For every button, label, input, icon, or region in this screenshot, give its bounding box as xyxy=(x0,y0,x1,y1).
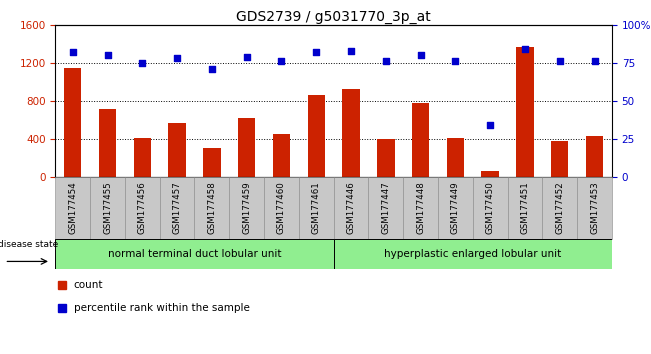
Text: GSM177461: GSM177461 xyxy=(312,182,321,234)
Text: GSM177449: GSM177449 xyxy=(451,182,460,234)
Text: GSM177455: GSM177455 xyxy=(103,182,112,234)
Text: GSM177454: GSM177454 xyxy=(68,182,77,234)
Point xyxy=(519,46,530,52)
Text: GSM177447: GSM177447 xyxy=(381,182,391,234)
Bar xyxy=(482,171,499,177)
Text: GSM177459: GSM177459 xyxy=(242,182,251,234)
Point xyxy=(381,58,391,64)
Point xyxy=(415,52,426,58)
Bar xyxy=(229,177,264,239)
Text: GSM177451: GSM177451 xyxy=(520,182,529,234)
Bar xyxy=(307,95,325,177)
Bar xyxy=(333,239,612,269)
Bar xyxy=(55,239,333,269)
Text: GSM177450: GSM177450 xyxy=(486,182,495,234)
Bar xyxy=(447,138,464,177)
Bar xyxy=(412,103,429,177)
Text: GSM177458: GSM177458 xyxy=(208,182,216,234)
Bar xyxy=(64,68,81,177)
Text: GSM177448: GSM177448 xyxy=(416,182,425,234)
Bar xyxy=(264,177,299,239)
Bar xyxy=(299,177,333,239)
Bar xyxy=(159,177,195,239)
Bar xyxy=(169,123,186,177)
Text: count: count xyxy=(74,280,104,291)
Text: GSM177453: GSM177453 xyxy=(590,182,599,234)
Point xyxy=(485,122,495,128)
Bar xyxy=(55,177,90,239)
Point xyxy=(346,48,356,53)
Bar xyxy=(508,177,542,239)
Bar xyxy=(125,177,159,239)
Bar xyxy=(342,88,360,177)
Bar xyxy=(542,177,577,239)
Bar xyxy=(377,139,395,177)
Text: disease state: disease state xyxy=(0,240,58,249)
Bar xyxy=(577,177,612,239)
Point xyxy=(450,58,461,64)
Point xyxy=(206,66,217,72)
Bar xyxy=(438,177,473,239)
Bar xyxy=(403,177,438,239)
Point xyxy=(137,60,148,66)
Text: GSM177452: GSM177452 xyxy=(555,182,564,234)
Text: GSM177446: GSM177446 xyxy=(346,182,355,234)
Text: GSM177460: GSM177460 xyxy=(277,182,286,234)
Text: GSM177456: GSM177456 xyxy=(138,182,147,234)
Bar xyxy=(273,134,290,177)
Point xyxy=(276,58,286,64)
Text: normal terminal duct lobular unit: normal terminal duct lobular unit xyxy=(107,249,281,259)
Title: GDS2739 / g5031770_3p_at: GDS2739 / g5031770_3p_at xyxy=(236,10,431,24)
Point xyxy=(102,52,113,58)
Point xyxy=(589,58,600,64)
Bar xyxy=(551,141,568,177)
Bar xyxy=(586,136,603,177)
Text: GSM177457: GSM177457 xyxy=(173,182,182,234)
Bar xyxy=(516,47,534,177)
Bar xyxy=(368,177,403,239)
Point xyxy=(311,49,322,55)
Bar xyxy=(203,148,221,177)
Bar xyxy=(90,177,125,239)
Point xyxy=(68,49,78,55)
Text: percentile rank within the sample: percentile rank within the sample xyxy=(74,303,249,314)
Point xyxy=(242,54,252,59)
Bar xyxy=(133,138,151,177)
Text: hyperplastic enlarged lobular unit: hyperplastic enlarged lobular unit xyxy=(384,249,561,259)
Bar xyxy=(99,108,117,177)
Bar xyxy=(473,177,508,239)
Bar xyxy=(238,118,255,177)
Bar xyxy=(333,177,368,239)
Point xyxy=(172,56,182,61)
Bar xyxy=(195,177,229,239)
Point xyxy=(555,58,565,64)
